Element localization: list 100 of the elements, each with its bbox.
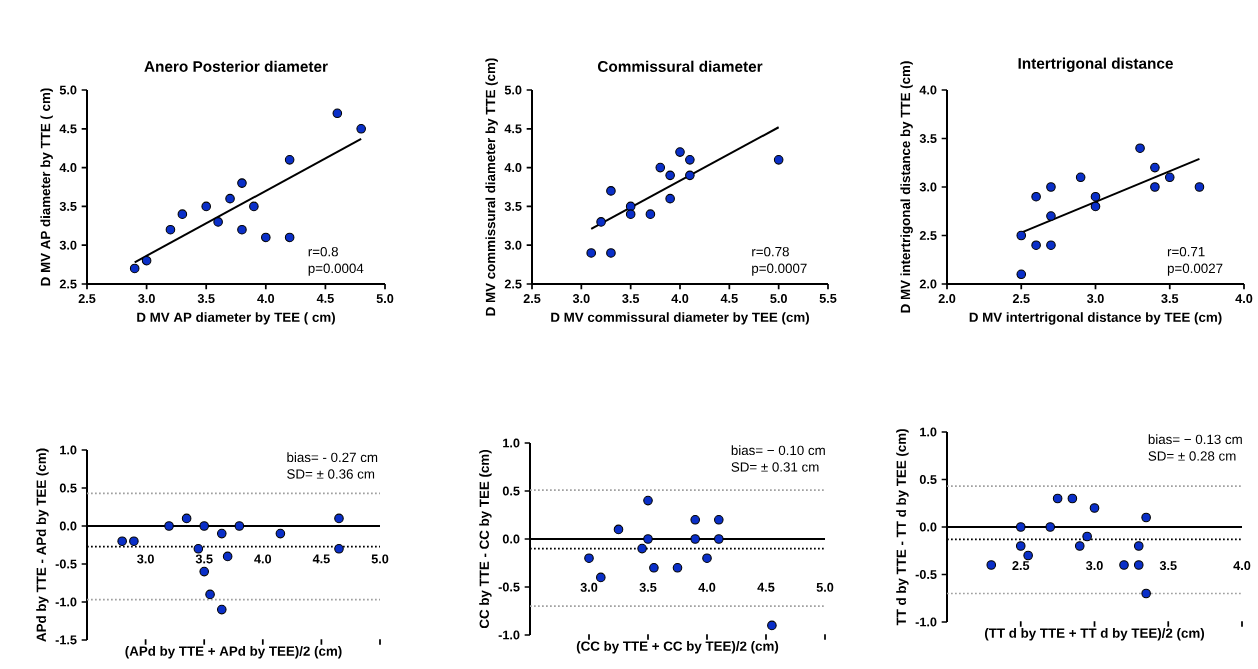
y-axis-title: APd by TTE - APd by TEE (cm) [36, 448, 49, 642]
x-axis-title: (TT d by TTE + TT d by TEE)/2 (cm) [984, 628, 1205, 641]
point [675, 147, 685, 157]
point [1135, 143, 1145, 154]
x-tick-label: 2.5 [523, 294, 541, 304]
point [645, 209, 656, 219]
point [205, 589, 215, 600]
point [260, 232, 271, 243]
x-tick-label: 3.0 [137, 554, 154, 564]
point [665, 193, 675, 204]
point [637, 543, 647, 554]
point [222, 551, 233, 562]
x-tick-label: 4.5 [312, 554, 330, 564]
point [714, 534, 724, 544]
point [1090, 191, 1101, 202]
x-tick-label: 4.0 [254, 554, 272, 564]
y-tick-label: 3.0 [59, 240, 77, 250]
point [225, 193, 235, 204]
y-tick-label: 0.0 [502, 534, 520, 544]
y-axis-title: D MV AP diameter by TTE ( cm) [40, 88, 53, 286]
y-axis-title: TT d by TTE - TT d by TEE (cm) [896, 429, 909, 626]
y-tick-label: -1.0 [498, 630, 520, 640]
point [237, 224, 247, 235]
x-tick-label: 3.5 [1159, 561, 1177, 571]
point [655, 162, 666, 173]
point [164, 521, 174, 531]
point [690, 534, 701, 544]
annotation: r=0.78 [752, 246, 789, 257]
point [356, 124, 366, 134]
point [234, 521, 245, 531]
point [193, 543, 204, 554]
y-axis-title: CC by TTE - CC by TEE (cm) [479, 450, 492, 629]
x-tick-label: 3.5 [622, 294, 640, 304]
point [1016, 230, 1027, 241]
y-tick-label: 3.5 [504, 201, 522, 211]
x-axis-title: D MV intertrigonal distance by TEE (cm) [969, 312, 1222, 325]
point [702, 553, 712, 564]
point [1046, 240, 1056, 251]
annotation: bias= − 0.10 cm [731, 445, 825, 456]
point [1141, 512, 1151, 523]
y-tick-label: 4.5 [59, 124, 77, 134]
point [216, 528, 227, 539]
x-tick-label: 2.5 [1012, 294, 1030, 304]
point [199, 566, 210, 577]
x-axis-title: (APd by TTE + APd by TEE)/2 (cm) [125, 646, 342, 659]
y-tick-label: 4.5 [504, 124, 522, 134]
point [1074, 541, 1085, 551]
y-tick-label: -1.5 [55, 635, 77, 645]
point [216, 604, 227, 615]
point [584, 553, 594, 564]
y-axis-title: D MV intertrigonal distance by TTE (cm) [900, 61, 913, 313]
x-tick-label: 5.0 [371, 554, 389, 564]
y-tick-label: 4.0 [504, 163, 522, 173]
x-tick-label: 4.0 [1235, 294, 1253, 304]
y-tick-label: 3.0 [504, 240, 522, 250]
point [141, 255, 152, 266]
x-tick-label: 3.0 [580, 582, 598, 592]
y-tick-label: 1.0 [503, 438, 520, 448]
chart-title: Intertrigonal distance [1018, 57, 1173, 72]
y-tick-label: 0.5 [502, 486, 520, 496]
point [165, 224, 176, 235]
x-tick-label: 2.5 [1012, 561, 1030, 571]
point [649, 562, 659, 573]
x-tick-label: 3.5 [639, 582, 657, 592]
x-tick-label: 3.0 [1085, 561, 1103, 571]
x-tick-label: 3.5 [1161, 294, 1179, 304]
x-tick-label: 5.0 [770, 294, 787, 304]
point [1133, 560, 1144, 570]
point [625, 201, 636, 212]
y-tick-label: 4.0 [919, 85, 937, 95]
annotation: r=0.71 [1167, 246, 1205, 257]
point [643, 495, 653, 506]
x-tick-label: 5.0 [816, 582, 834, 592]
y-tick-label: -1.0 [915, 617, 937, 627]
x-tick-label: 5.0 [376, 294, 394, 304]
x-tick-label: 4.0 [1233, 561, 1251, 571]
point [117, 536, 127, 547]
x-tick-label: 3.5 [195, 554, 213, 564]
annotation: SD= ± 0.28 cm [1148, 451, 1236, 461]
x-tick-label: 2.5 [78, 294, 96, 304]
point [1015, 541, 1026, 551]
y-tick-label: -0.5 [915, 570, 937, 579]
point [201, 201, 212, 212]
point [767, 620, 777, 631]
annotation: bias= − 0.13 cm [1148, 434, 1242, 445]
y-tick-label: -1.0 [55, 597, 77, 607]
point [1141, 588, 1151, 599]
point [334, 513, 344, 524]
y-tick-label: 2.0 [919, 279, 937, 289]
x-axis-title: D MV AP diameter by TEE ( cm) [137, 312, 335, 325]
x-tick-label: 3.5 [197, 294, 215, 304]
y-tick-label: -0.5 [498, 582, 520, 592]
x-tick-label: 3.0 [572, 294, 590, 304]
point [613, 524, 624, 535]
point [1016, 269, 1027, 280]
point [690, 515, 701, 525]
point [685, 170, 695, 181]
point [586, 248, 597, 258]
point [1067, 493, 1078, 504]
y-tick-label: -0.5 [55, 559, 77, 569]
